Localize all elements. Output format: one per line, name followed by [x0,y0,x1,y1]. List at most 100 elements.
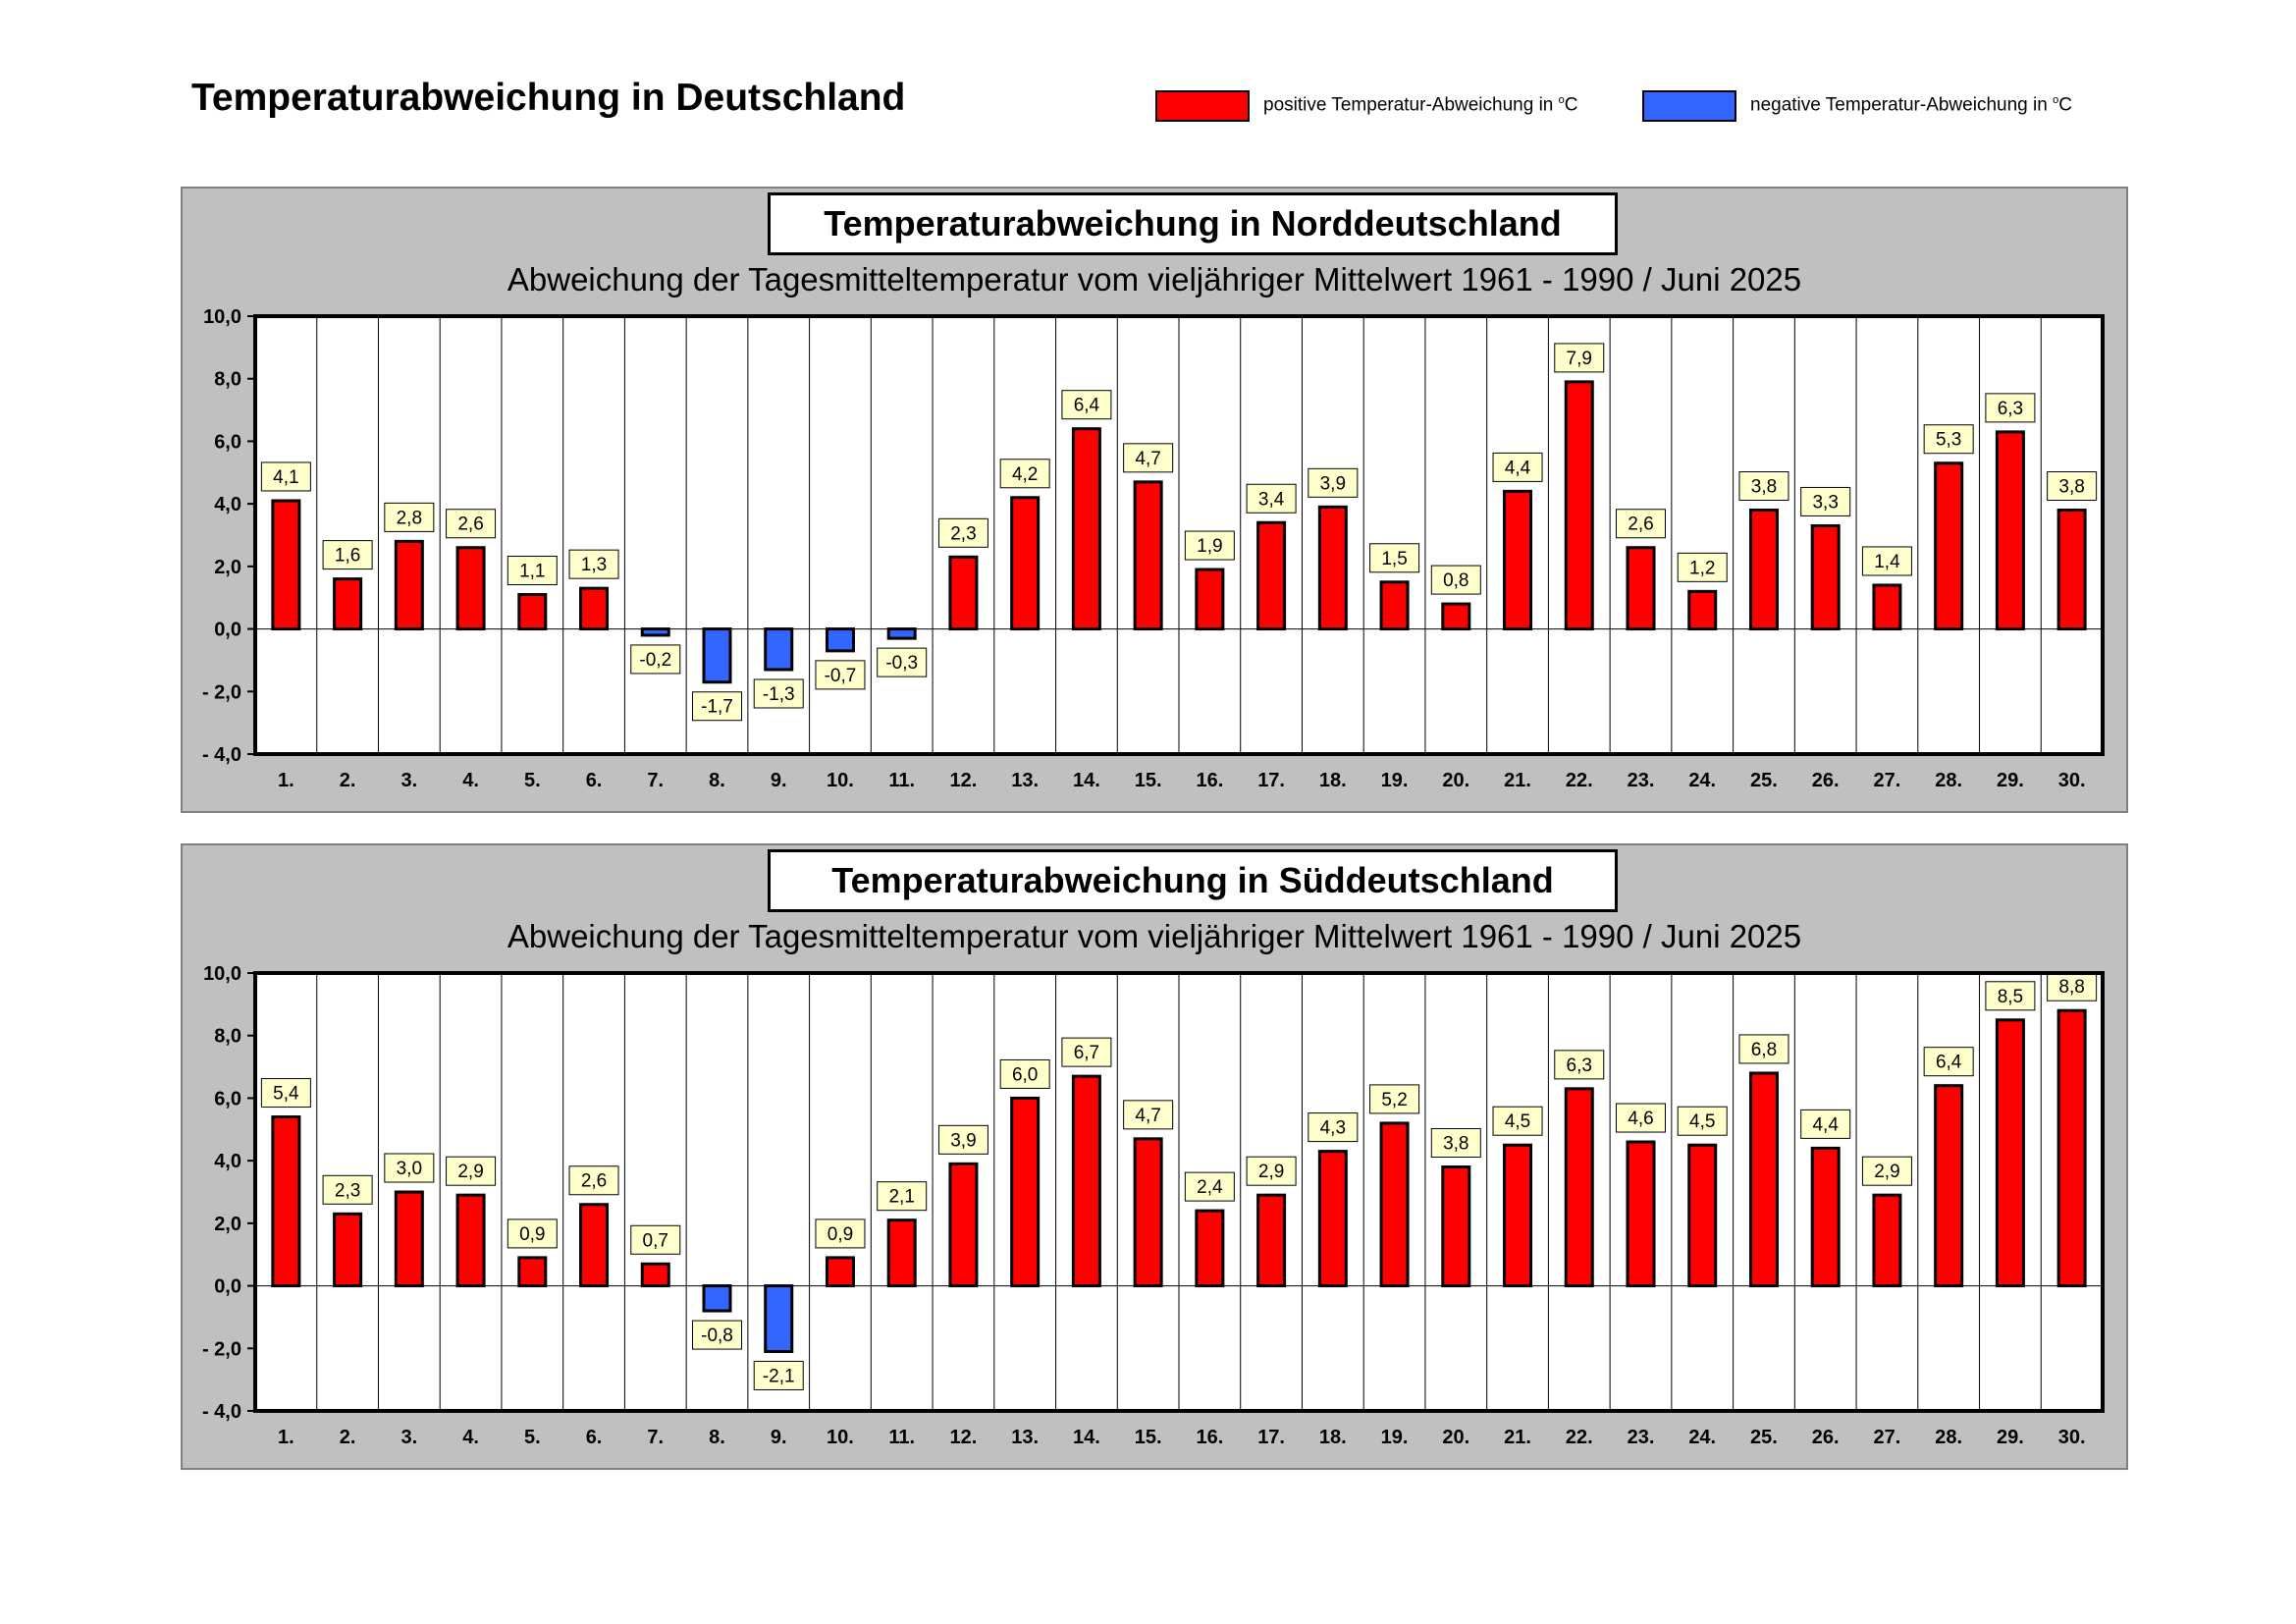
data-label: -0,8 [701,1326,733,1346]
bar-sued-12 [948,1162,979,1288]
data-label-box [1061,390,1112,420]
data-label-box [322,1174,373,1205]
data-label-box [1369,1084,1420,1114]
x-tick-label: 27. [1874,1427,1901,1448]
data-label-box [1861,1156,1912,1186]
data-label: 4,4 [1812,1114,1839,1135]
x-tick-label: 9. [771,1427,787,1448]
bar-sued-4 [455,1193,486,1288]
chart-title-nord: Temperaturabweichung in Norddeutschland [768,192,1618,255]
x-tick-label: 13. [1011,1427,1039,1448]
x-tick-label: 17. [1257,770,1285,791]
data-label: 2,9 [1874,1162,1899,1182]
data-label: 8,5 [1998,987,2023,1007]
bar-nord-4 [455,546,486,631]
data-label: 6,3 [1567,1056,1592,1076]
data-label-box [1616,509,1666,539]
data-label-box [1430,565,1481,595]
data-label-box [507,1218,558,1249]
data-label: 1,9 [1197,536,1222,557]
data-label: 3,8 [1443,1134,1468,1155]
x-tick-label: 18. [1319,770,1347,791]
data-label-box [384,502,435,532]
x-tick-label: 12. [950,1427,978,1448]
bar-sued-13 [1010,1096,1041,1288]
x-tick-label: 14. [1073,1427,1100,1448]
bar-sued-29 [1995,1018,2025,1288]
x-tick-label: 16. [1196,770,1223,791]
data-label: 2,1 [888,1187,914,1208]
data-label-box [1554,1050,1605,1080]
data-label: 4,5 [1689,1111,1715,1132]
data-label-box [260,461,311,492]
chart-nord: 10,0 8,0 6,0 4,0 2,0 0,0 - 2,0 - 4,0 4,1 1. 1,6 2. 2… [202,306,2105,791]
bar-nord-5 [517,593,548,631]
data-label: 2,4 [1197,1177,1223,1198]
bar-nord-7 [640,627,670,637]
x-tick-label: 19. [1381,770,1409,791]
data-label-box [1246,483,1297,514]
y-tick-label: 2,0 [214,557,241,578]
data-label-box [1923,1047,1974,1077]
data-label: 6,0 [1012,1064,1038,1085]
data-label-box [1308,467,1359,498]
y-tick-label: 0,0 [214,1276,241,1298]
y-tick-label: 10,0 [203,963,241,985]
data-label-box [753,1360,804,1390]
data-label-box [1800,486,1851,516]
legend-positive: positive Temperatur-Abweichung in oC [1155,89,1578,122]
data-label-box [630,644,681,675]
legend-negative: negative Temperatur-Abweichung in oC [1642,89,2072,122]
data-label: 3,9 [1320,473,1346,494]
x-tick-label: 21. [1504,1427,1531,1448]
x-tick-label: 13. [1011,770,1039,791]
bar-nord-2 [333,577,363,631]
data-label: 6,4 [1074,396,1100,416]
data-label: 3,0 [397,1159,422,1179]
data-label: 6,7 [1074,1043,1099,1063]
data-label: 1,4 [1874,552,1900,572]
data-label: -2,1 [763,1366,795,1386]
bar-sued-16 [1195,1209,1225,1288]
data-label: 5,4 [273,1084,299,1105]
data-label-box [630,1224,681,1255]
data-label: 2,6 [581,1171,607,1192]
data-label-box [1492,452,1543,482]
plot-border-nord [253,314,2105,756]
data-label-box [1985,981,2036,1011]
chart-subtitle-sued: Abweichung der Tagesmitteltemperatur vom… [507,918,1802,954]
bar-sued-25 [1748,1071,1779,1288]
bar-nord-23 [1626,546,1656,631]
y-tick-label: 0,0 [214,620,241,641]
data-label-box [692,691,742,722]
x-tick-label: 6. [586,770,603,791]
x-tick-label: 25. [1750,770,1778,791]
data-label-box [260,1078,311,1109]
legend-negative-label: negative Temperatur-Abweichung in oC [1750,94,2072,116]
bar-nord-25 [1748,509,1779,631]
data-label-box [384,1153,435,1183]
data-label: 2,9 [457,1162,483,1182]
bar-nord-17 [1256,520,1287,631]
data-label-box [937,517,988,548]
data-label-box [999,459,1050,489]
bar-sued-22 [1564,1087,1594,1288]
data-label: 0,8 [1443,570,1468,591]
data-label-box [877,647,928,677]
x-tick-label: 29. [1997,1427,2024,1448]
data-label-box [568,1165,619,1196]
bar-nord-18 [1317,505,1348,631]
x-tick-label: 27. [1874,770,1901,791]
x-tick-label: 16. [1196,1427,1223,1448]
x-tick-label: 25. [1750,1427,1778,1448]
bar-sued-11 [886,1218,917,1288]
bar-nord-3 [394,539,424,631]
x-tick-label: 15. [1135,1427,1162,1448]
x-tick-label: 8. [709,1427,725,1448]
x-tick-label: 29. [1997,770,2024,791]
data-label-box [1308,1112,1359,1143]
y-tick-label: 8,0 [214,369,241,391]
data-label-box [1923,424,1974,455]
data-label-box [2047,971,2098,1001]
data-label-box [568,549,619,579]
